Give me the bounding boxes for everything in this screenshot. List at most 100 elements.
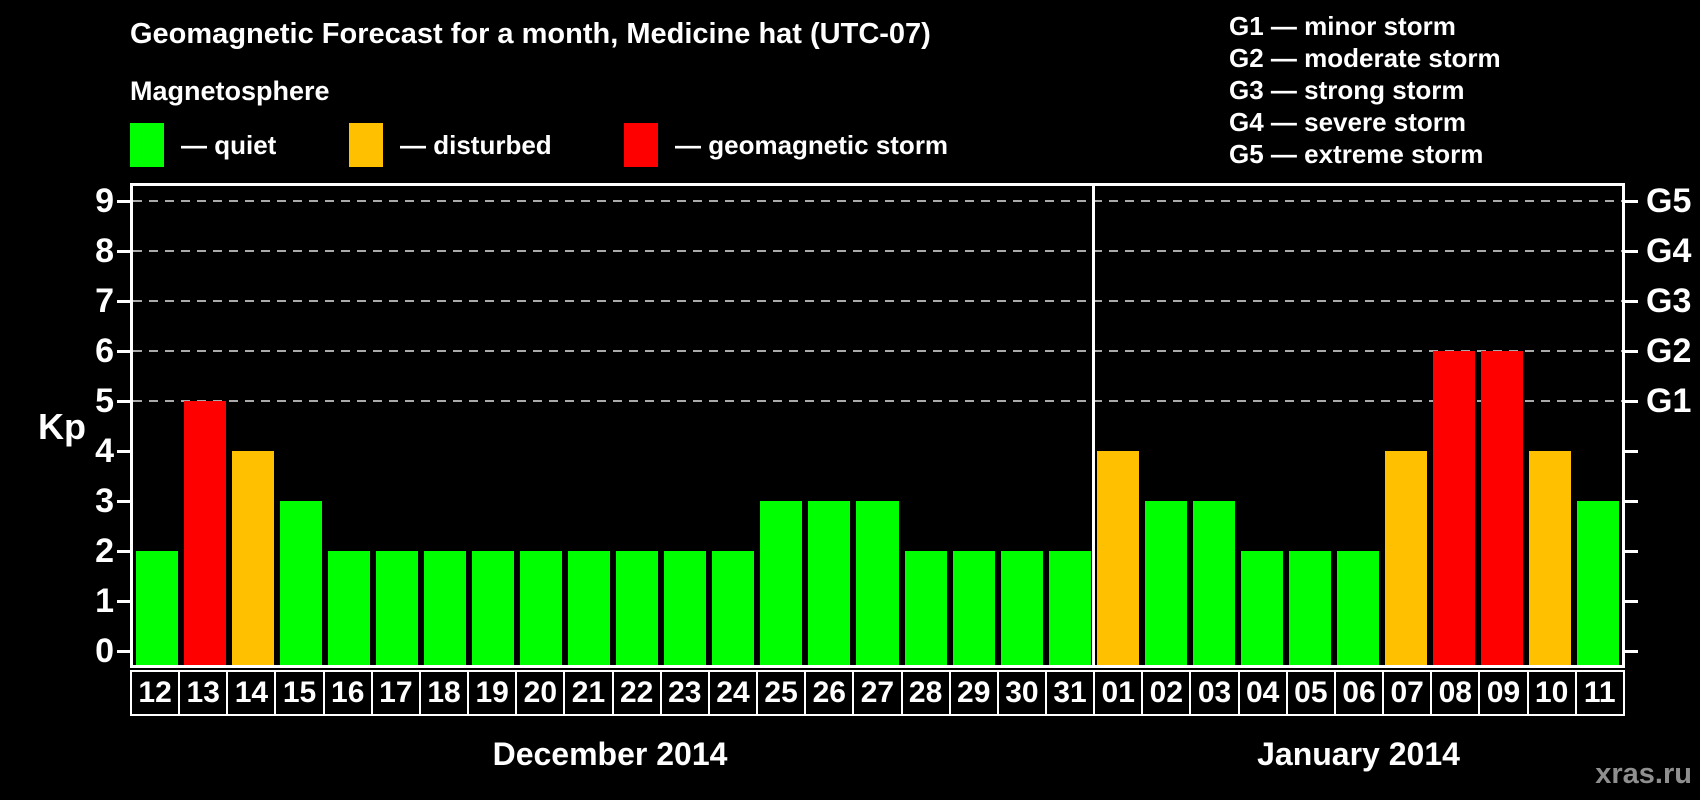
y-tick-label-8: 8 xyxy=(95,232,114,270)
bar-december-18 xyxy=(424,551,467,665)
day-cell-december-20: 20 xyxy=(517,672,564,714)
bar-january-03 xyxy=(1192,501,1235,665)
legend-label-disturbed: — disturbed xyxy=(400,129,552,160)
day-cell-december-31: 31 xyxy=(1046,672,1094,714)
right-tick-1 xyxy=(1625,599,1638,603)
day-cell-january-03: 03 xyxy=(1191,672,1238,714)
g-scale-legend: G1 — minor storm G2 — moderate storm G3 … xyxy=(1229,10,1501,170)
bar-december-26 xyxy=(808,501,851,665)
legend-label-storm: — geomagnetic storm xyxy=(675,129,949,160)
bar-january-07 xyxy=(1384,451,1427,665)
left-tick-6 xyxy=(117,349,130,353)
right-tick-3 xyxy=(1625,499,1638,503)
right-tick-2 xyxy=(1625,549,1638,553)
watermark: xras.ru xyxy=(1595,758,1692,790)
bar-january-05 xyxy=(1288,551,1331,665)
day-cell-december-22: 22 xyxy=(613,672,660,714)
left-tick-2 xyxy=(117,549,130,553)
right-tick-7 xyxy=(1625,299,1638,303)
day-cell-december-28: 28 xyxy=(902,672,949,714)
day-cell-december-29: 29 xyxy=(950,672,997,714)
bar-january-10 xyxy=(1528,451,1571,665)
y-axis-label: Kp xyxy=(38,406,86,447)
left-tick-5 xyxy=(117,399,130,403)
day-cell-december-14: 14 xyxy=(228,672,275,714)
day-cell-december-18: 18 xyxy=(420,672,468,714)
left-tick-8 xyxy=(117,249,130,253)
bar-december-28 xyxy=(904,551,947,665)
bar-december-24 xyxy=(712,551,755,665)
left-tick-9 xyxy=(117,199,130,203)
right-tick-9 xyxy=(1625,199,1638,203)
day-cell-january-09: 09 xyxy=(1480,672,1527,714)
bar-december-22 xyxy=(616,551,659,665)
day-cell-december-25: 25 xyxy=(758,672,805,714)
y-tick-label-3: 3 xyxy=(95,482,114,520)
right-axis-label-g2: G2 xyxy=(1646,332,1692,370)
y-tick-label-7: 7 xyxy=(95,282,114,320)
y-tick-label-6: 6 xyxy=(95,332,114,370)
left-tick-1 xyxy=(117,599,130,603)
right-tick-5 xyxy=(1625,399,1638,403)
right-axis-label-g1: G1 xyxy=(1646,382,1692,420)
bar-december-16 xyxy=(328,551,371,665)
right-axis-label-g5: G5 xyxy=(1646,182,1692,220)
g-legend-g2: G2 — moderate storm xyxy=(1229,43,1501,73)
gridline-kp-5 xyxy=(133,400,1622,402)
bar-january-02 xyxy=(1144,501,1187,665)
gridline-kp-8 xyxy=(133,250,1622,252)
right-axis-label-g3: G3 xyxy=(1646,282,1692,320)
bar-december-20 xyxy=(520,551,563,665)
day-cell-december-30: 30 xyxy=(998,672,1045,714)
day-cell-december-16: 16 xyxy=(324,672,371,714)
right-tick-6 xyxy=(1625,349,1638,353)
bar-january-08 xyxy=(1432,351,1475,665)
y-tick-label-4: 4 xyxy=(95,432,114,470)
bar-december-19 xyxy=(472,551,515,665)
bar-december-29 xyxy=(952,551,995,665)
right-tick-4 xyxy=(1625,449,1638,453)
month-label-january: January 2014 xyxy=(1257,736,1460,772)
chart-title: Geomagnetic Forecast for a month, Medici… xyxy=(130,18,931,50)
legend-heading: Magnetosphere xyxy=(130,76,330,106)
bar-january-11 xyxy=(1576,501,1619,665)
bar-december-13 xyxy=(184,401,227,665)
disturbed-color-swatch xyxy=(349,123,383,167)
day-cell-december-27: 27 xyxy=(854,672,901,714)
day-cell-january-11: 11 xyxy=(1576,672,1623,714)
bar-december-31 xyxy=(1048,551,1091,665)
y-tick-label-9: 9 xyxy=(95,182,114,220)
y-tick-label-5: 5 xyxy=(95,382,114,420)
bar-january-04 xyxy=(1240,551,1283,665)
bar-december-15 xyxy=(280,501,323,665)
day-cell-january-04: 04 xyxy=(1239,672,1286,714)
left-tick-4 xyxy=(117,449,130,453)
day-cell-december-23: 23 xyxy=(661,672,708,714)
month-divider xyxy=(1092,186,1096,665)
month-label-december: December 2014 xyxy=(492,736,728,772)
day-cell-january-10: 10 xyxy=(1528,672,1575,714)
bar-december-23 xyxy=(664,551,707,665)
day-cell-december-24: 24 xyxy=(709,672,757,714)
storm-color-swatch xyxy=(624,123,658,167)
legend-item-disturbed: — disturbed xyxy=(349,122,552,168)
day-cell-december-17: 17 xyxy=(372,672,419,714)
day-cell-december-19: 19 xyxy=(469,672,516,714)
bar-december-17 xyxy=(376,551,419,665)
day-cell-december-15: 15 xyxy=(276,672,323,714)
day-cell-january-08: 08 xyxy=(1432,672,1479,714)
bar-december-27 xyxy=(856,501,899,665)
left-tick-7 xyxy=(117,299,130,303)
bar-december-30 xyxy=(1000,551,1043,665)
gridline-kp-6 xyxy=(133,350,1622,352)
day-cell-december-12: 12 xyxy=(132,672,179,714)
plot-area xyxy=(130,183,1625,668)
legend-item-quiet: — quiet xyxy=(130,122,276,168)
bar-december-12 xyxy=(136,551,179,665)
day-axis-row: 12 13 14 15 16 17 18 19 20 21 22 23 24 25 26 27 28 29 30 31… xyxy=(130,670,1625,716)
right-tick-8 xyxy=(1625,249,1638,253)
y-tick-label-1: 1 xyxy=(95,582,114,620)
gridline-kp-7 xyxy=(133,300,1622,302)
right-tick-0 xyxy=(1625,649,1638,653)
